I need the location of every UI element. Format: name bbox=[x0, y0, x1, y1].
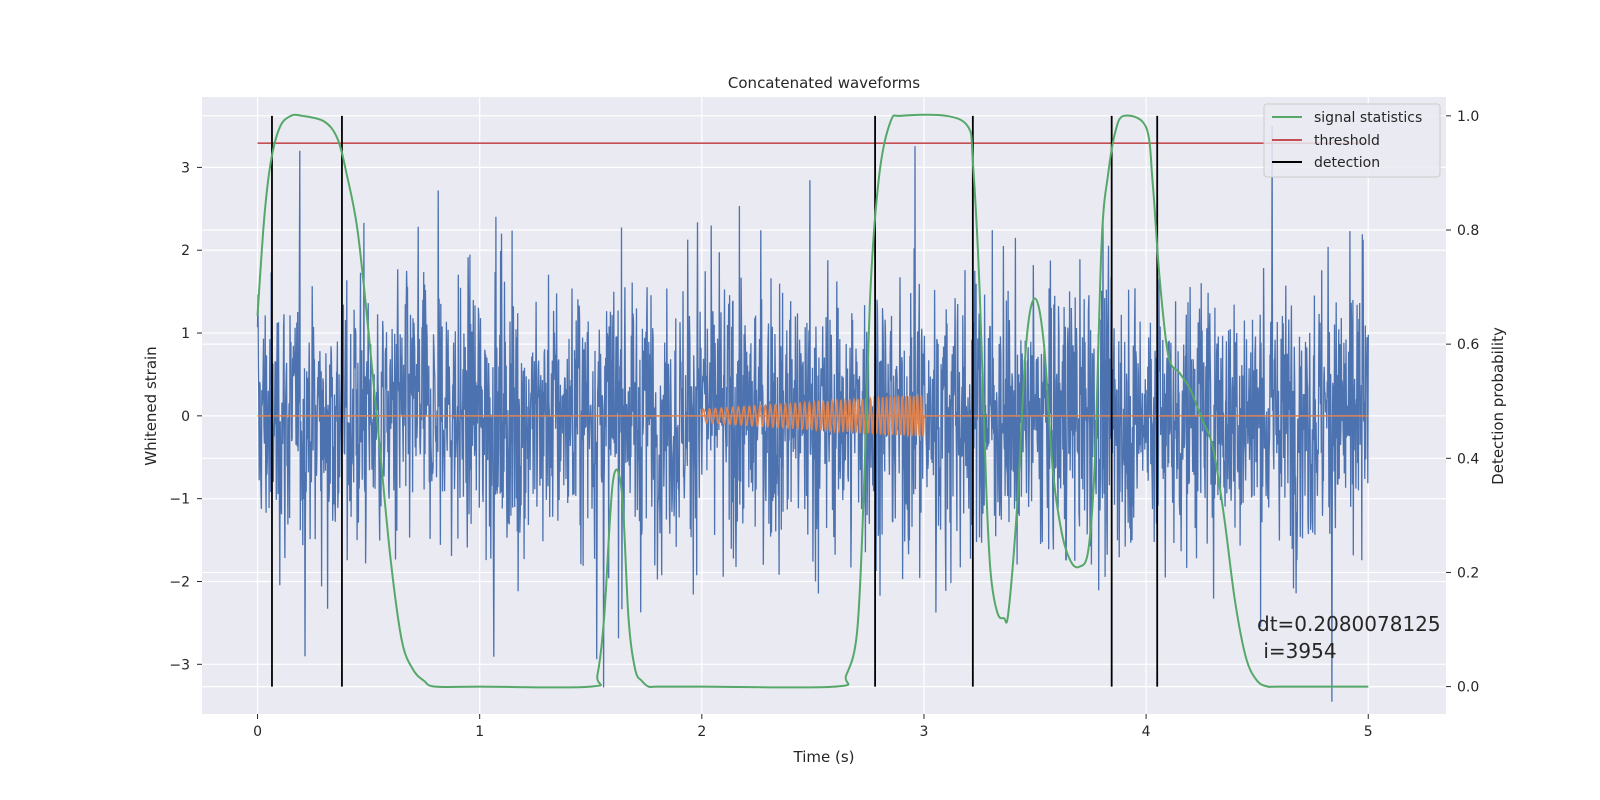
signal-statistics-line bbox=[256, 113, 1369, 689]
x-tick-label: 5 bbox=[1364, 724, 1373, 740]
noise-line bbox=[256, 125, 1369, 702]
chirp-line bbox=[701, 392, 925, 439]
annotation-i: i=3954 bbox=[1257, 639, 1337, 663]
ticks: 0 1 2 3 4 5 −3 −2 −1 0 1 2 3 0.0 0.2 0.4 0.6 0.8 1.0 bbox=[169, 109, 1479, 740]
x-tick-label: 2 bbox=[697, 724, 706, 740]
legend-label-detection: detection bbox=[1314, 155, 1380, 171]
noise-series bbox=[256, 125, 1369, 702]
legend-label-threshold: threshold bbox=[1314, 133, 1380, 149]
y-tick-label-left: −3 bbox=[169, 657, 190, 673]
annotation-dt: dt=0.2080078125 bbox=[1257, 612, 1441, 636]
y-tick-label-right: 1.0 bbox=[1457, 109, 1479, 125]
y-tick-label-right: 0.4 bbox=[1457, 451, 1479, 467]
y-tick-label-left: 2 bbox=[181, 243, 190, 259]
y-tick-label-left: 1 bbox=[181, 326, 190, 342]
y-axis-label-right: Detection probability bbox=[1489, 327, 1507, 485]
y-tick-label-right: 0.8 bbox=[1457, 223, 1479, 239]
y-tick-label-left: 0 bbox=[181, 409, 190, 425]
chirp-series bbox=[701, 392, 925, 439]
y-tick-label-left: 3 bbox=[181, 160, 190, 176]
legend-box bbox=[1263, 103, 1441, 178]
y-tick-label-left: −2 bbox=[169, 574, 190, 590]
legend-label-signal-statistics: signal statistics bbox=[1314, 110, 1422, 126]
x-tick-label: 3 bbox=[920, 724, 929, 740]
y-axis-label-left: Whitened strain bbox=[142, 346, 160, 465]
y-tick-label-right: 0.6 bbox=[1457, 337, 1479, 353]
x-tick-label: 4 bbox=[1142, 724, 1151, 740]
y-tick-label-left: −1 bbox=[169, 492, 190, 508]
chart-title: Concatenated waveforms bbox=[728, 74, 920, 92]
legend: signal statistics threshold detection bbox=[1263, 103, 1441, 178]
x-axis-label: Time (s) bbox=[793, 748, 855, 766]
x-tick-label: 1 bbox=[475, 724, 484, 740]
y-tick-label-right: 0.2 bbox=[1457, 565, 1479, 581]
x-tick-label: 0 bbox=[253, 724, 262, 740]
y-tick-label-right: 0.0 bbox=[1457, 680, 1479, 696]
